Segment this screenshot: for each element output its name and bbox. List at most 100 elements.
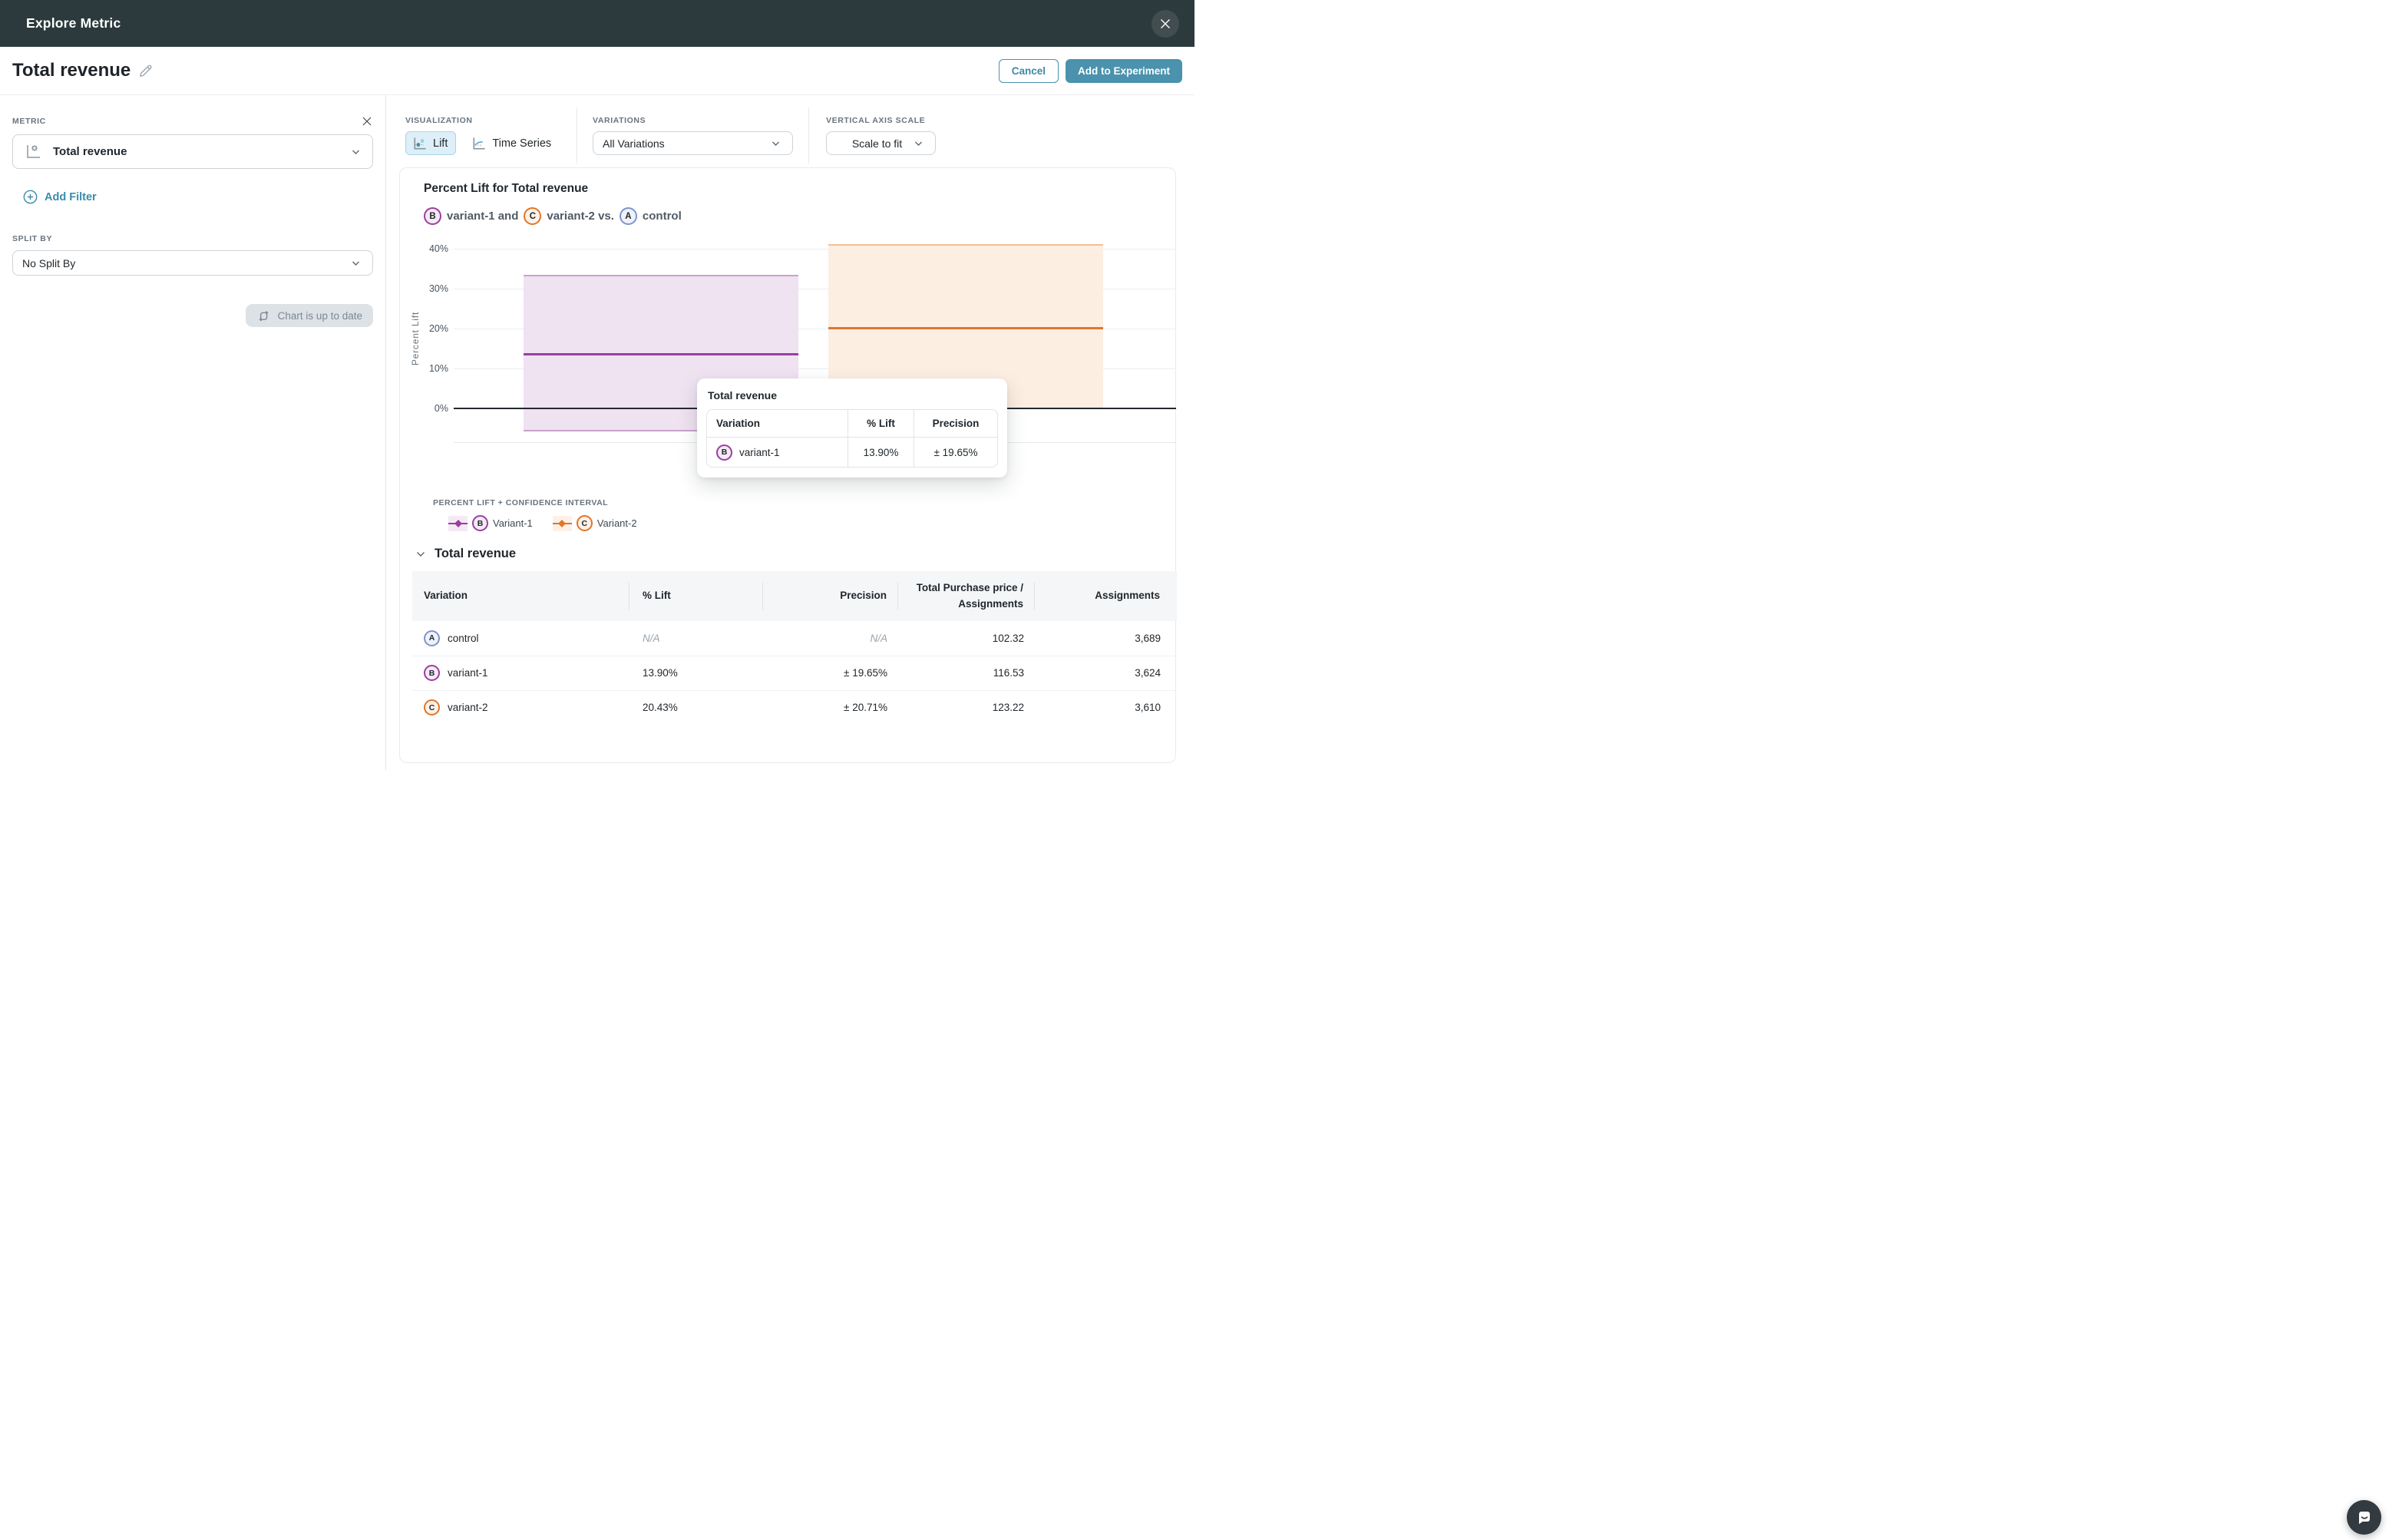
tooltip-col-precision: Precision <box>914 410 997 438</box>
table-row-control: Acontrol N/A N/A 102.32 3,689 <box>412 621 1177 656</box>
axis-scale-select[interactable]: Scale to fit <box>826 131 936 155</box>
chart-refresh-button[interactable]: Chart is up to date <box>246 304 373 327</box>
assignments-value: 3,610 <box>1035 690 1177 725</box>
tooltip-col-variation: Variation <box>707 410 848 438</box>
variation-name: variant-1 <box>448 667 488 679</box>
pencil-icon <box>137 63 154 79</box>
y-tick-label: 10% <box>402 362 448 375</box>
variation-name: variant-2 <box>448 702 488 713</box>
variation-badge-c: C <box>424 699 440 715</box>
tooltip-variation-cell: B variant-1 <box>707 438 848 467</box>
ci-legend-label: PERCENT LIFT + CONFIDENCE INTERVAL <box>433 498 1175 507</box>
edit-title-button[interactable] <box>137 63 154 79</box>
chevron-down-icon <box>770 137 781 149</box>
explore-main: VISUALIZATION Lift <box>386 95 1194 770</box>
variation-badge-b: B <box>716 444 732 461</box>
split-by-label: SPLIT BY <box>12 234 373 243</box>
variation-badge-b: B <box>424 207 441 225</box>
variations-select-value: All Variations <box>603 137 665 150</box>
time-series-toggle-label: Time Series <box>492 137 551 150</box>
chevron-down-icon <box>350 257 362 269</box>
visualization-label: VISUALIZATION <box>405 116 577 125</box>
page-header: Total revenue Cancel Add to Experiment <box>0 47 1194 95</box>
col-precision: Precision <box>763 571 898 621</box>
ci-interval-icon <box>448 516 468 531</box>
lift-toggle-label: Lift <box>433 137 448 150</box>
split-by-select[interactable]: No Split By <box>12 250 373 276</box>
ci-legend-item-variant-2[interactable]: C Variant-2 <box>553 515 637 531</box>
variation-badge-a: A <box>620 207 637 225</box>
assignments-value: 3,624 <box>1035 656 1177 690</box>
chart-controls: VISUALIZATION Lift <box>386 95 1194 167</box>
modal-topbar: Explore Metric <box>0 0 1194 47</box>
close-icon <box>361 115 373 127</box>
tooltip-lift-value: 13.90% <box>848 438 914 467</box>
results-section-title: Total revenue <box>435 547 516 561</box>
chat-bubble-icon <box>2356 1509 2373 1526</box>
col-variation: Variation <box>412 571 629 621</box>
metric-select-value: Total revenue <box>53 145 127 158</box>
metric-icon <box>23 141 44 162</box>
cancel-button[interactable]: Cancel <box>999 59 1059 83</box>
ci-legend-name: Variant-1 <box>493 517 533 529</box>
add-filter-button[interactable]: Add Filter <box>23 190 97 204</box>
chart-subtitle: B variant-1 and C variant-2 vs. A contro… <box>424 207 1175 225</box>
metric-config-sidebar: METRIC Total revenue <box>0 95 386 770</box>
variations-label: VARIATIONS <box>593 116 808 125</box>
lift-value: 13.90% <box>629 656 763 690</box>
results-header-row: Variation % Lift Precision Total Purchas… <box>412 571 1177 621</box>
avg-value: 102.32 <box>898 621 1035 656</box>
variation-badge-a: A <box>424 630 440 646</box>
metric-select[interactable]: Total revenue <box>12 134 373 169</box>
chevron-down-icon <box>913 137 924 149</box>
col-metric-avg: Total Purchase price / Assignments <box>898 571 1035 621</box>
remove-metric-button[interactable] <box>361 115 373 127</box>
precision-value: N/A <box>763 621 898 656</box>
y-tick-label: 40% <box>402 243 448 255</box>
lift-chart: Percent Lift 0%10%20%30%40% Variations T… <box>400 234 1175 487</box>
table-row-variant-1: Bvariant-1 13.90% ± 19.65% 116.53 3,624 <box>412 656 1177 690</box>
avg-value: 123.22 <box>898 690 1035 725</box>
chart-tooltip: Total revenue Variation % Lift Precision… <box>697 378 1007 478</box>
variation-badge-c: C <box>524 207 541 225</box>
tooltip-variation-name: variant-1 <box>739 447 780 458</box>
add-filter-label: Add Filter <box>45 191 97 203</box>
tooltip-precision-value: ± 19.65% <box>914 438 997 467</box>
tooltip-table: Variation % Lift Precision B variant-1 1… <box>706 409 998 468</box>
chart-card: Percent Lift for Total revenue B variant… <box>399 167 1176 763</box>
results-table: Variation % Lift Precision Total Purchas… <box>412 571 1177 725</box>
ci-legend-item-variant-1[interactable]: B Variant-1 <box>448 515 533 531</box>
y-tick-label: 0% <box>402 402 448 415</box>
modal-title: Explore Metric <box>26 15 1152 31</box>
variation-badge-b: B <box>424 665 440 681</box>
lift-toggle[interactable]: Lift <box>405 131 456 155</box>
median-line-variant-2 <box>828 327 1103 329</box>
lift-value: N/A <box>629 621 763 656</box>
modal-close-button[interactable] <box>1152 10 1179 38</box>
chat-launcher-button[interactable] <box>2347 1500 2381 1535</box>
ci-legend-name: Variant-2 <box>597 517 637 529</box>
refresh-icon <box>256 309 271 323</box>
time-series-toggle[interactable]: Time Series <box>470 131 552 155</box>
subtitle-text: variant-2 vs. <box>547 210 614 223</box>
avg-value: 116.53 <box>898 656 1035 690</box>
split-by-value: No Split By <box>22 257 75 269</box>
subtitle-text: variant-1 and <box>447 210 518 223</box>
assignments-value: 3,689 <box>1035 621 1177 656</box>
metric-label: METRIC <box>12 117 46 126</box>
tooltip-title: Total revenue <box>708 389 998 402</box>
chevron-down-icon <box>415 548 427 560</box>
axis-scale-value: Scale to fit <box>844 137 902 150</box>
col-lift: % Lift <box>629 571 763 621</box>
variation-badge-c: C <box>577 515 593 531</box>
tooltip-col-lift: % Lift <box>848 410 914 438</box>
plus-circle-icon <box>23 190 38 204</box>
variations-select[interactable]: All Variations <box>593 131 793 155</box>
section-collapse-button[interactable] <box>415 548 427 560</box>
precision-value: ± 20.71% <box>763 690 898 725</box>
lift-chart-icon <box>411 135 428 151</box>
add-to-experiment-button[interactable]: Add to Experiment <box>1066 59 1182 83</box>
y-tick-label: 20% <box>402 322 448 335</box>
time-series-icon <box>471 135 487 151</box>
ci-legend: B Variant-1 C Variant-2 <box>448 515 1175 531</box>
